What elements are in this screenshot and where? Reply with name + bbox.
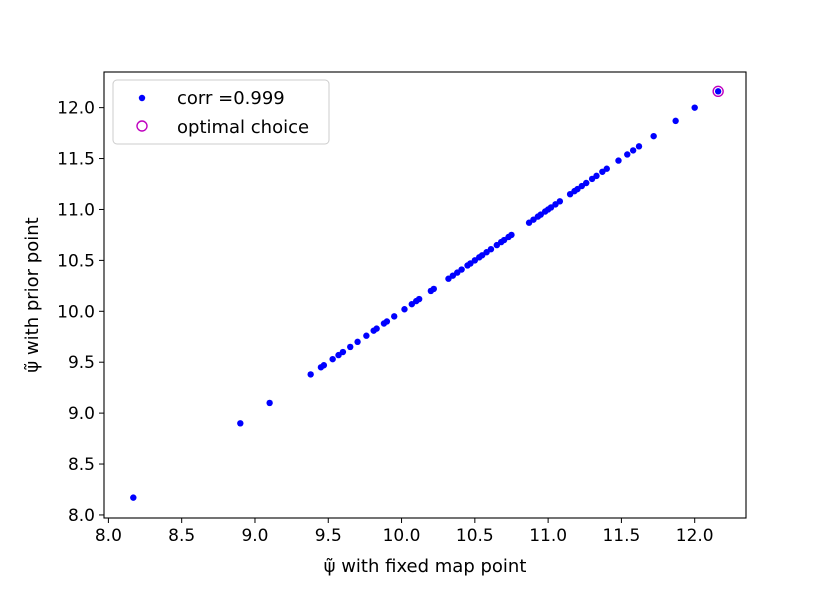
legend-label-series: corr =0.999 [177, 88, 285, 109]
data-point [383, 318, 391, 325]
legend-marker-series [138, 94, 146, 102]
data-point [130, 494, 137, 501]
x-tick-label: 8.5 [168, 526, 195, 546]
data-point [320, 362, 328, 369]
data-point [401, 306, 408, 313]
data-point [650, 132, 657, 140]
y-tick-label: 9.0 [68, 404, 95, 424]
legend: corr =0.999 optimal choice [112, 79, 330, 145]
data-point [624, 151, 631, 158]
y-tick-label: 10.5 [57, 251, 95, 271]
x-tick-label: 10.0 [383, 526, 421, 546]
axis-ticks: 8.0 8.5 9.0 9.5 10.0 10.5 11.0 11.5 12.0 8.0 8.5 9.… [57, 99, 713, 546]
data-point [307, 371, 314, 378]
data-point [583, 179, 590, 187]
data-point [363, 332, 370, 339]
y-axis-label: ψ̃ with prior point [22, 217, 43, 372]
y-tick-label: 11.0 [57, 200, 95, 220]
y-tick-label: 9.5 [68, 353, 95, 373]
y-tick-label: 12.0 [57, 99, 95, 119]
data-point [487, 245, 495, 253]
data-point [391, 313, 398, 320]
data-point [237, 420, 244, 427]
legend-marker-optimal [136, 120, 148, 132]
data-point [458, 266, 465, 273]
x-tick-label: 11.0 [529, 526, 567, 546]
optimal-choice-marker [712, 85, 724, 98]
data-point [635, 143, 643, 150]
data-point [615, 157, 622, 164]
x-tick-label: 10.5 [456, 526, 494, 546]
data-point [603, 165, 610, 172]
y-tick-label: 10.0 [57, 302, 95, 322]
data-point [266, 399, 273, 407]
data-point [339, 348, 347, 356]
data-point [430, 285, 437, 293]
data-point [347, 343, 354, 351]
data-point [556, 198, 564, 205]
data-point [354, 338, 361, 346]
y-tick-label: 11.5 [57, 150, 95, 170]
data-point [508, 231, 515, 239]
legend-box [112, 79, 330, 145]
data-point [691, 104, 698, 111]
x-tick-label: 8.0 [95, 526, 122, 546]
x-tick-label: 11.5 [602, 526, 640, 546]
data-point [629, 147, 637, 154]
y-tick-label: 8.5 [68, 455, 95, 475]
x-axis-label: ψ̃ with fixed map point [324, 556, 527, 577]
data-point [415, 295, 423, 303]
x-tick-label: 9.5 [315, 526, 342, 546]
data-point [714, 88, 722, 95]
y-tick-label: 8.0 [68, 506, 95, 526]
data-point [373, 325, 380, 332]
x-tick-label: 12.0 [676, 526, 714, 546]
data-point [672, 117, 679, 125]
data-point [329, 355, 336, 363]
plot-frame [103, 71, 747, 519]
x-tick-label: 9.0 [241, 526, 268, 546]
data-points [130, 85, 724, 501]
data-point [593, 172, 600, 180]
legend-label-optimal: optimal choice [177, 117, 309, 138]
